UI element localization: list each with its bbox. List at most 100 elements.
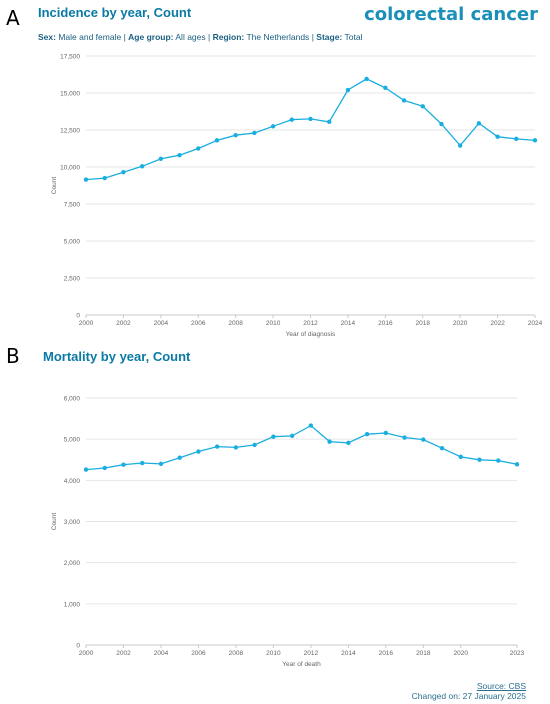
incidence-xtick-label: 2008 bbox=[228, 320, 243, 327]
mortality-line-chart: 0 1,000 2,000 3,000 4,000 5,000 6,000 2000 2002 2… bbox=[51, 396, 525, 669]
incidence-x-axis-label: Year of diagnosis bbox=[286, 331, 336, 338]
mortality-data-point bbox=[477, 457, 482, 462]
sex-filter-value: Male and female bbox=[58, 32, 122, 42]
incidence-data-point bbox=[196, 146, 201, 151]
mortality-data-point bbox=[252, 442, 257, 448]
incidence-ytick-label: 10,000 bbox=[60, 165, 80, 172]
changed-date: Changed on: 27 January 2025 bbox=[411, 691, 526, 701]
incidence-data-point bbox=[233, 132, 238, 138]
mortality-xtick-label: 2000 bbox=[79, 650, 94, 657]
mortality-chart-title: Mortality by year, Count bbox=[43, 349, 191, 364]
incidence-data-point bbox=[495, 134, 500, 139]
incidence-ytick-label: 0 bbox=[76, 313, 80, 320]
stage-filter-value: Total bbox=[344, 32, 363, 42]
mortality-xtick-label: 2016 bbox=[379, 650, 394, 657]
incidence-data-point bbox=[214, 138, 220, 143]
incidence-xtick-label: 2018 bbox=[416, 320, 431, 327]
incidence-xtick-label: 2006 bbox=[191, 320, 206, 327]
panel-a-letter: A bbox=[6, 6, 20, 30]
mortality-data-point bbox=[383, 430, 389, 436]
mortality-x-axis-label: Year of death bbox=[282, 661, 321, 668]
stage-filter-label: Stage: bbox=[316, 32, 343, 42]
mortality-data-point bbox=[458, 454, 463, 460]
incidence-data-point bbox=[514, 136, 519, 142]
incidence-data-point bbox=[252, 130, 257, 136]
source-link[interactable]: Source: CBS bbox=[476, 681, 526, 691]
mortality-data-point bbox=[289, 433, 295, 439]
incidence-data-point bbox=[158, 156, 164, 162]
incidence-ytick-label: 15,000 bbox=[60, 91, 80, 98]
incidence-xtick-label: 2012 bbox=[303, 320, 318, 327]
mortality-data-point bbox=[214, 444, 220, 449]
incidence-ytick-label: 17,500 bbox=[60, 54, 80, 61]
mortality-xtick-label: 2020 bbox=[454, 650, 469, 657]
mortality-series-line bbox=[85, 424, 518, 471]
incidence-ytick-label: 7,500 bbox=[64, 202, 81, 209]
incidence-data-point bbox=[420, 104, 425, 109]
region-filter-value: The Netherlands bbox=[246, 32, 310, 42]
filter-separator: | bbox=[311, 32, 314, 42]
mortality-ytick-label: 4,000 bbox=[64, 478, 81, 485]
incidence-data-point bbox=[532, 138, 538, 143]
panel-b-letter: B bbox=[6, 344, 20, 368]
incidence-data-point bbox=[102, 175, 107, 181]
mortality-data-point bbox=[421, 437, 426, 442]
incidence-xtick-label: 2016 bbox=[378, 320, 393, 327]
incidence-y-axis-label: Count bbox=[51, 177, 58, 195]
mortality-xtick-label: 2004 bbox=[154, 650, 169, 657]
mortality-data-point bbox=[233, 445, 239, 450]
filter-separator: | bbox=[123, 32, 126, 42]
incidence-xtick-label: 2002 bbox=[116, 320, 131, 327]
incidence-data-point bbox=[401, 98, 407, 103]
incidence-xtick-label: 2010 bbox=[266, 320, 281, 327]
incidence-ytick-label: 12,500 bbox=[60, 128, 80, 135]
incidence-data-point bbox=[121, 169, 126, 175]
mortality-xtick-label: 2002 bbox=[116, 650, 131, 657]
mortality-xtick-label: 2006 bbox=[191, 650, 206, 657]
incidence-ytick-label: 2,500 bbox=[64, 276, 81, 283]
incidence-data-point bbox=[327, 119, 332, 125]
incidence-data-point bbox=[439, 121, 444, 127]
mortality-data-point bbox=[196, 449, 201, 454]
incidence-xtick-label: 2000 bbox=[79, 320, 94, 327]
mortality-xtick-label: 2018 bbox=[416, 650, 431, 657]
incidence-xtick-label: 2004 bbox=[154, 320, 169, 327]
mortality-data-point bbox=[364, 432, 370, 437]
mortality-data-point bbox=[177, 455, 182, 460]
mortality-data-point bbox=[346, 440, 351, 446]
incidence-data-point bbox=[364, 76, 369, 82]
mortality-data-point bbox=[439, 446, 445, 451]
mortality-xtick-label: 2014 bbox=[341, 650, 356, 657]
incidence-data-point bbox=[457, 143, 463, 148]
mortality-xtick-label: 2012 bbox=[304, 650, 319, 657]
sex-filter-label: Sex: bbox=[38, 32, 56, 42]
mortality-data-point bbox=[140, 460, 145, 466]
mortality-data-point bbox=[271, 434, 276, 439]
region-filter-label: Region: bbox=[212, 32, 245, 42]
incidence-series-line bbox=[85, 78, 536, 181]
filter-separator: | bbox=[208, 32, 211, 42]
footer: Source: CBS Changed on: 27 January 2025 bbox=[412, 681, 526, 701]
incidence-data-point bbox=[383, 85, 388, 91]
mortality-data-point bbox=[514, 462, 520, 467]
filter-summary: Sex: Male and female | Age group: All ag… bbox=[38, 32, 362, 42]
incidence-xtick-label: 2022 bbox=[490, 320, 505, 327]
age-filter-label: Age group: bbox=[128, 32, 174, 42]
age-filter-value: All ages bbox=[175, 32, 206, 42]
mortality-data-point bbox=[121, 462, 126, 467]
incidence-data-point bbox=[139, 164, 145, 169]
mortality-ytick-label: 1,000 bbox=[64, 601, 81, 608]
incidence-data-point bbox=[289, 117, 294, 122]
mortality-data-point bbox=[402, 435, 407, 440]
mortality-data-point bbox=[327, 439, 332, 444]
incidence-data-point bbox=[177, 152, 182, 158]
incidence-xtick-label: 2024 bbox=[528, 320, 543, 327]
mortality-y-axis-label: Count bbox=[51, 513, 58, 531]
cancer-type-title: colorectal cancer bbox=[364, 4, 538, 25]
mortality-ytick-label: 2,000 bbox=[64, 560, 81, 567]
incidence-chart-title: Incidence by year, Count bbox=[38, 5, 192, 20]
incidence-xtick-label: 2020 bbox=[453, 320, 468, 327]
incidence-data-point bbox=[83, 177, 89, 182]
mortality-xtick-label: 2008 bbox=[229, 650, 244, 657]
incidence-data-point bbox=[308, 116, 313, 122]
